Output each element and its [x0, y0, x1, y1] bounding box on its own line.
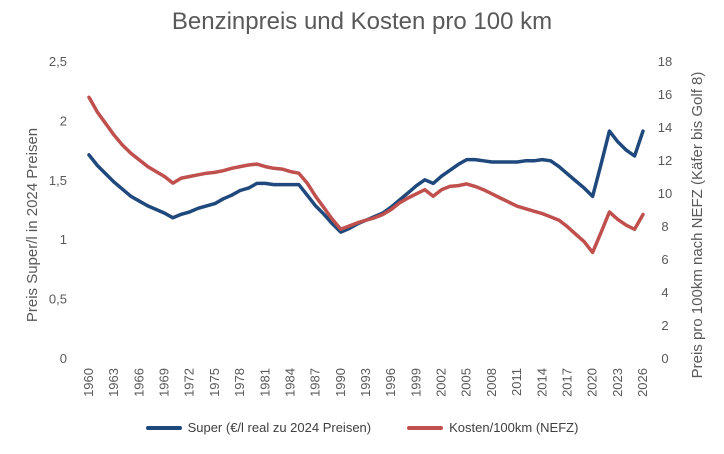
y-left-tick-label: 2,5	[49, 54, 67, 69]
series-line-kosten	[87, 95, 645, 255]
left-axis-ticks: 0 0,5 1 1,5 2 2,5	[49, 54, 67, 366]
y-right-tick-label: 16	[658, 87, 672, 102]
x-tick-label: 1981	[257, 368, 272, 397]
x-tick-label: 1969	[157, 368, 172, 397]
x-tick-label: 1999	[408, 368, 423, 397]
x-tick-label: 1984	[282, 368, 297, 397]
y-axis-right-label: Preis pro 100km nach NEFZ (Käfer bis Gol…	[689, 72, 706, 379]
y-axis-left-label: Preis Super/l in 2024 Preisen	[24, 128, 41, 322]
x-tick-label: 2026	[635, 368, 650, 397]
x-tick-label: 1990	[333, 368, 348, 397]
x-axis-ticks: 1960 1963 1966 1969 1972 1975 1978 1981 1984 1987…	[81, 368, 650, 397]
legend-item-super: Super (€/l real zu 2024 Preisen)	[145, 420, 372, 435]
x-tick-label: 1963	[106, 368, 121, 397]
y-left-tick-label: 1,5	[49, 173, 67, 188]
x-tick-label: 2011	[509, 368, 524, 396]
y-right-tick-label: 6	[661, 252, 668, 267]
x-tick-label: 2008	[484, 368, 499, 397]
x-tick-label: 2005	[459, 368, 474, 397]
x-tick-label: 1975	[207, 368, 222, 397]
x-tick-label: 2014	[534, 368, 549, 397]
legend: Super (€/l real zu 2024 Preisen) Kosten/…	[0, 420, 724, 435]
x-tick-label: 2017	[559, 368, 574, 397]
x-tick-label: 2020	[585, 368, 600, 397]
y-right-tick-label: 2	[661, 318, 668, 333]
right-axis-ticks: 0 2 4 6 8 10 12 14 16 18	[658, 54, 672, 366]
y-right-tick-label: 12	[658, 153, 672, 168]
y-left-tick-label: 2	[60, 113, 67, 128]
x-tick-label: 1993	[358, 368, 373, 397]
y-right-tick-label: 0	[661, 351, 668, 366]
y-left-tick-label: 1	[60, 232, 67, 247]
series-layer	[87, 95, 645, 255]
x-tick-label: 1987	[308, 368, 323, 397]
x-tick-label: 1972	[182, 368, 197, 397]
y-right-tick-label: 14	[658, 120, 672, 135]
y-left-tick-label: 0	[60, 351, 67, 366]
x-tick-label: 1978	[232, 368, 247, 397]
x-tick-label: 1996	[383, 368, 398, 397]
legend-label-kosten: Kosten/100km (NEFZ)	[449, 420, 579, 435]
chart-title: Benzinpreis und Kosten pro 100 km	[171, 8, 553, 35]
y-right-tick-label: 4	[661, 285, 668, 300]
y-right-tick-label: 8	[661, 219, 668, 234]
legend-label-super: Super (€/l real zu 2024 Preisen)	[187, 420, 372, 435]
y-left-tick-label: 0,5	[49, 292, 67, 307]
x-tick-label: 1966	[131, 368, 146, 397]
x-tick-label: 1960	[81, 368, 96, 397]
x-tick-label: 2002	[434, 368, 449, 397]
y-right-tick-label: 10	[658, 186, 672, 201]
y-right-tick-label: 18	[658, 54, 672, 69]
x-tick-label: 2023	[610, 368, 625, 397]
legend-swatch-super	[145, 425, 182, 430]
legend-swatch-kosten	[407, 425, 444, 430]
legend-item-kosten: Kosten/100km (NEFZ)	[407, 420, 578, 435]
